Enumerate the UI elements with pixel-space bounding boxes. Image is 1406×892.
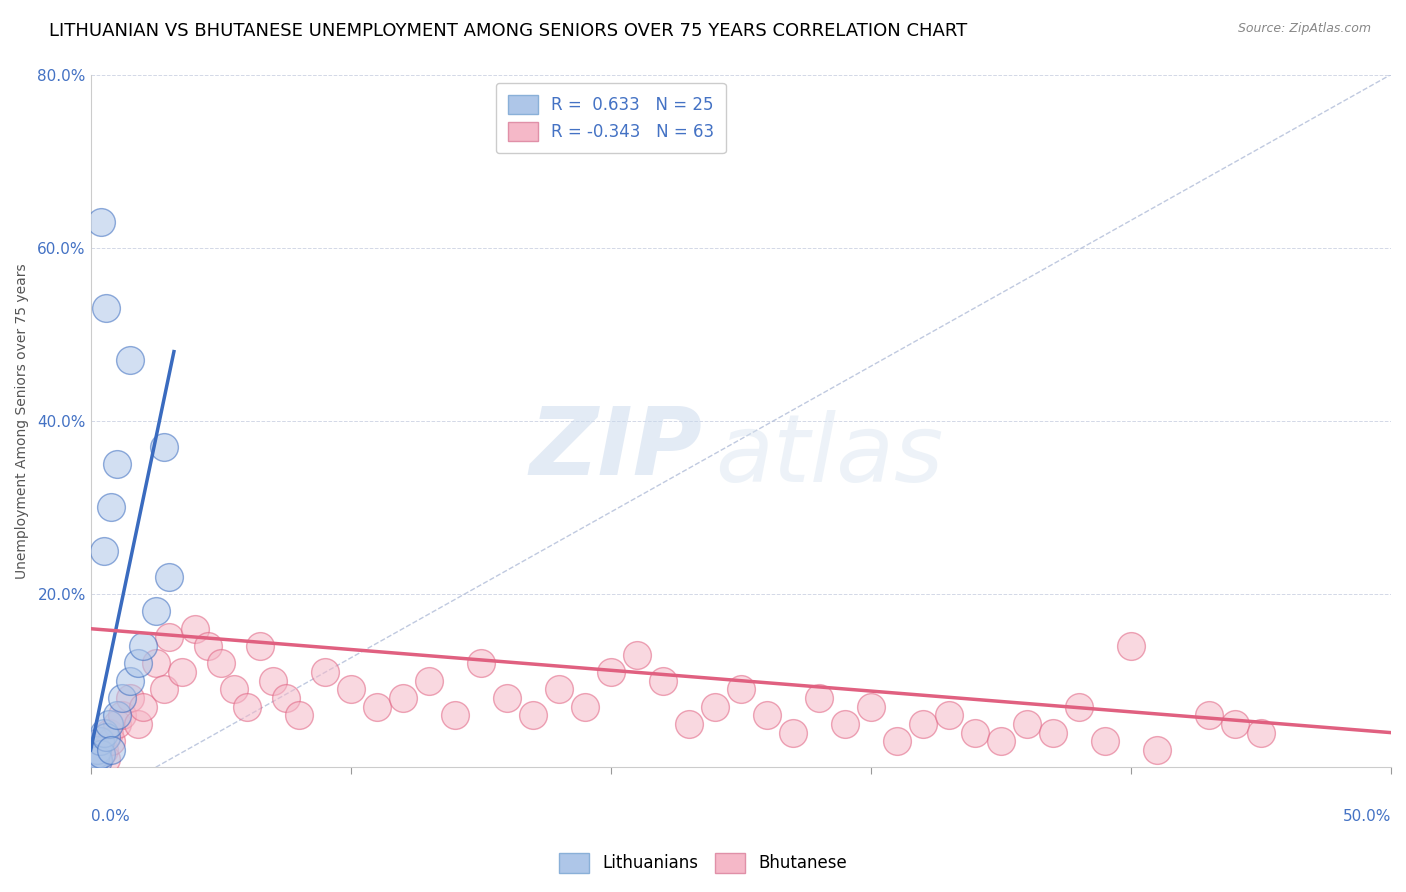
Text: Source: ZipAtlas.com: Source: ZipAtlas.com xyxy=(1237,22,1371,36)
Point xyxy=(84,747,107,762)
Point xyxy=(83,751,105,765)
Point xyxy=(1146,743,1168,757)
Point xyxy=(157,570,180,584)
Point xyxy=(314,665,336,679)
Point xyxy=(262,673,284,688)
Point xyxy=(93,743,115,757)
Point xyxy=(287,708,309,723)
Point xyxy=(1094,734,1116,748)
Point xyxy=(152,682,174,697)
Point xyxy=(755,708,778,723)
Point xyxy=(111,708,134,723)
Point xyxy=(522,708,544,723)
Point xyxy=(859,699,882,714)
Point xyxy=(651,673,673,688)
Point xyxy=(1015,717,1038,731)
Point xyxy=(1250,725,1272,739)
Point xyxy=(443,708,465,723)
Point xyxy=(703,699,725,714)
Point xyxy=(197,639,219,653)
Point xyxy=(111,691,134,706)
Point xyxy=(118,353,141,368)
Point xyxy=(157,631,180,645)
Point xyxy=(118,691,141,706)
Point xyxy=(90,734,112,748)
Point xyxy=(118,673,141,688)
Legend: R =  0.633   N = 25, R = -0.343   N = 63: R = 0.633 N = 25, R = -0.343 N = 63 xyxy=(496,83,725,153)
Point xyxy=(626,648,648,662)
Point xyxy=(599,665,621,679)
Text: atlas: atlas xyxy=(714,410,943,501)
Point xyxy=(1042,725,1064,739)
Point xyxy=(87,747,110,762)
Point xyxy=(100,743,122,757)
Point xyxy=(152,440,174,454)
Point xyxy=(834,717,856,731)
Point xyxy=(963,725,986,739)
Point xyxy=(235,699,257,714)
Point xyxy=(782,725,804,739)
Point xyxy=(418,673,440,688)
Y-axis label: Unemployment Among Seniors over 75 years: Unemployment Among Seniors over 75 years xyxy=(15,263,30,579)
Point xyxy=(97,725,120,739)
Point xyxy=(105,708,128,723)
Point xyxy=(209,657,232,671)
Text: 0.0%: 0.0% xyxy=(91,809,129,824)
Point xyxy=(249,639,271,653)
Point xyxy=(84,743,107,757)
Point xyxy=(89,734,111,748)
Point xyxy=(105,457,128,471)
Point xyxy=(730,682,752,697)
Point xyxy=(90,747,112,762)
Point xyxy=(100,500,122,515)
Point xyxy=(911,717,934,731)
Point xyxy=(131,699,153,714)
Point xyxy=(807,691,830,706)
Point xyxy=(97,717,120,731)
Point xyxy=(170,665,193,679)
Point xyxy=(145,657,167,671)
Point xyxy=(96,751,118,765)
Point xyxy=(366,699,388,714)
Point xyxy=(93,725,115,739)
Point xyxy=(678,717,700,731)
Point xyxy=(1198,708,1220,723)
Text: ZIP: ZIP xyxy=(529,402,702,494)
Point xyxy=(96,301,118,316)
Legend: Lithuanians, Bhutanese: Lithuanians, Bhutanese xyxy=(553,847,853,880)
Point xyxy=(83,751,105,765)
Point xyxy=(886,734,908,748)
Point xyxy=(100,734,122,748)
Text: 50.0%: 50.0% xyxy=(1343,809,1391,824)
Point xyxy=(1067,699,1090,714)
Point xyxy=(93,543,115,558)
Point xyxy=(1119,639,1142,653)
Point xyxy=(145,604,167,618)
Point xyxy=(222,682,245,697)
Point xyxy=(495,691,517,706)
Point xyxy=(96,730,118,744)
Point xyxy=(990,734,1012,748)
Point xyxy=(547,682,569,697)
Point xyxy=(339,682,361,697)
Point xyxy=(90,215,112,229)
Point xyxy=(391,691,413,706)
Text: LITHUANIAN VS BHUTANESE UNEMPLOYMENT AMONG SENIORS OVER 75 YEARS CORRELATION CHA: LITHUANIAN VS BHUTANESE UNEMPLOYMENT AMO… xyxy=(49,22,967,40)
Point xyxy=(87,753,110,767)
Point xyxy=(938,708,960,723)
Point xyxy=(574,699,596,714)
Point xyxy=(183,622,205,636)
Point xyxy=(131,639,153,653)
Point xyxy=(82,756,104,770)
Point xyxy=(1223,717,1246,731)
Point xyxy=(470,657,492,671)
Point xyxy=(82,756,104,770)
Point xyxy=(86,743,108,757)
Point xyxy=(127,657,149,671)
Point xyxy=(127,717,149,731)
Point xyxy=(105,717,128,731)
Point xyxy=(274,691,297,706)
